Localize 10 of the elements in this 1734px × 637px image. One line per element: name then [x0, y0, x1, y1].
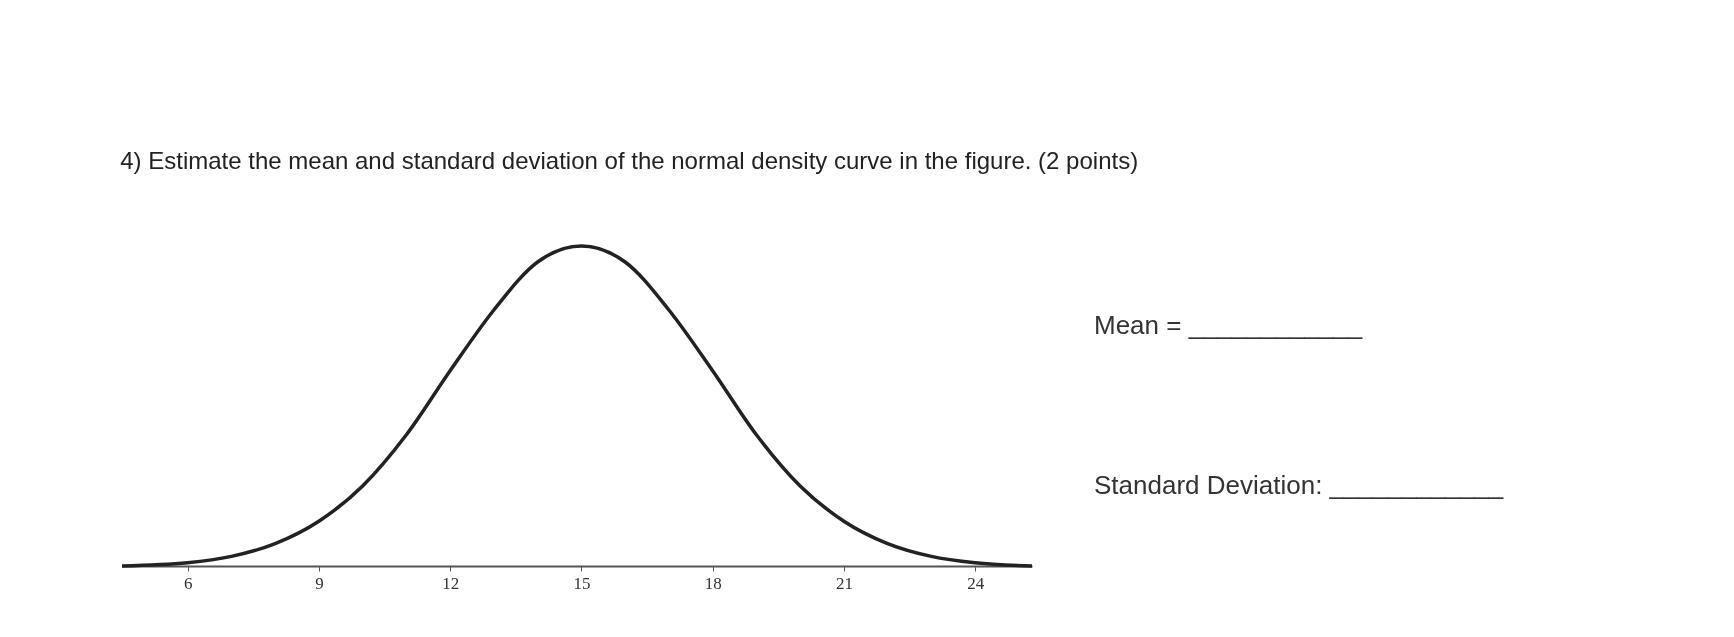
- x-tick-label: 21: [835, 573, 853, 593]
- x-tick-label: 12: [442, 573, 460, 593]
- x-tick-label: 15: [573, 573, 591, 593]
- chart-title: 4) Estimate the mean and standard deviation of the normal density curve in the figure. (2 points): [120, 147, 1139, 175]
- x-tick-label: 6: [183, 573, 193, 593]
- x-tick-label: 9: [315, 573, 324, 593]
- text: Mean = ____________: [1094, 310, 1363, 340]
- x-tick-label: 24: [967, 573, 985, 593]
- text: Standard Deviation: ____________: [1094, 470, 1504, 500]
- x-tick-label: 18: [704, 573, 722, 593]
